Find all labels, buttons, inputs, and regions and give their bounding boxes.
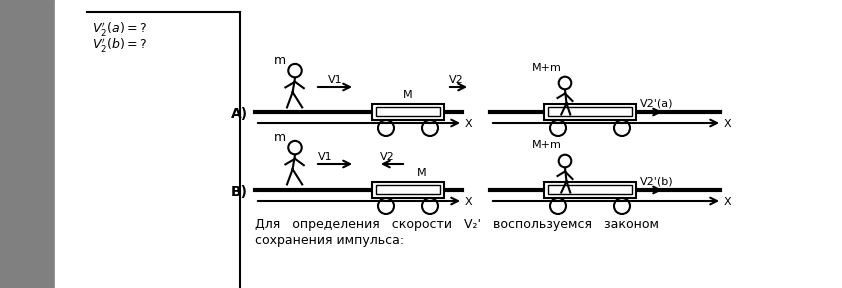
Text: $V_2'(a) = ?$: $V_2'(a) = ?$ [92, 20, 147, 38]
Text: M+m: M+m [532, 63, 562, 73]
Text: Для   определения   скорости   V₂'   воспользуемся   законом: Для определения скорости V₂' воспользуем… [255, 218, 659, 231]
Bar [372, 104, 444, 120]
Bar [0, 0, 55, 288]
Text: X: X [465, 197, 472, 207]
Bar [376, 185, 440, 194]
Text: V2: V2 [449, 75, 464, 85]
Text: V2'(a): V2'(a) [640, 99, 674, 109]
Text: X: X [724, 119, 732, 129]
Text: M: M [417, 168, 427, 178]
Text: m: m [274, 131, 286, 144]
Text: X: X [465, 119, 472, 129]
Text: m: m [274, 54, 286, 67]
Text: B): B) [231, 185, 248, 199]
Text: V1: V1 [328, 75, 343, 85]
Bar [372, 182, 444, 198]
Bar [376, 107, 440, 116]
Bar [544, 182, 636, 198]
Text: сохранения импульса:: сохранения импульса: [255, 234, 404, 247]
Bar [548, 107, 632, 116]
Text: M: M [403, 90, 413, 100]
Text: V2'(b): V2'(b) [640, 177, 674, 187]
Text: V1: V1 [318, 152, 333, 162]
Text: A): A) [231, 107, 248, 121]
Text: $V_2'(b) = ?$: $V_2'(b) = ?$ [92, 36, 147, 54]
Bar [548, 185, 632, 194]
Text: X: X [724, 197, 732, 207]
Text: M+m: M+m [532, 140, 562, 150]
Text: V2: V2 [380, 152, 395, 162]
Bar [544, 104, 636, 120]
